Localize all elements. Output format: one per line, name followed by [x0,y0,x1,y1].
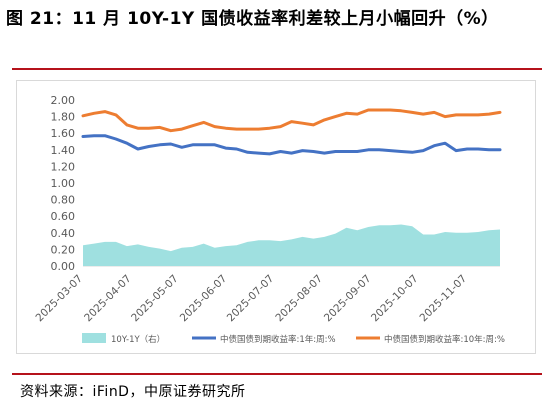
y-tick-label: 1.80 [51,111,76,124]
x-tick-label: 2025-03-07 [33,273,85,325]
yield-1y-line [81,134,502,156]
y-tick-label: 0.80 [51,194,76,207]
y-tick-label: 0.40 [51,227,76,240]
source-rule [12,373,542,375]
y-tick-label: 0.20 [51,243,76,256]
y-tick-label: 1.40 [51,144,76,157]
legend-label-1y: 中债国债到期收益率:1年:周:% [220,334,336,345]
y-tick-label: 1.20 [51,160,76,173]
x-tick-label: 2025-09-07 [322,273,374,325]
x-tick-label: 2025-07-07 [225,273,277,325]
y-tick-label: 1.00 [51,177,76,190]
y-tick-label: 0.00 [51,260,76,273]
yield-10y-line [81,108,502,133]
figure-title: 图 21：11 月 10Y-1Y 国债收益率利差较上月小幅回升（%） [6,9,499,29]
x-tick-label: 2025-06-07 [178,273,230,325]
x-tick-label: 2025-11-07 [418,273,470,325]
x-tick-label: 2025-10-07 [369,273,421,325]
legend-label-10y: 中债国债到期收益率:10年:周:% [384,334,505,345]
chart-frame [16,80,536,354]
title-rule [12,68,542,70]
y-tick-label: 2.00 [51,94,76,107]
yield-chart: 0.00 0.20 0.40 0.60 0.80 1.00 1.20 1.40 1.60 1.80… [33,94,505,345]
y-tick-label: 1.60 [51,127,76,140]
spread-area-series [83,224,500,266]
x-tick-label: 2025-04-07 [82,273,134,325]
x-tick-label: 2025-05-07 [129,273,181,325]
y-tick-label: 0.60 [51,210,76,223]
source-note: 资料来源：iFinD，中原证券研究所 [20,384,246,400]
legend-swatch-spread [82,333,106,343]
x-tick-label: 2025-08-07 [273,273,325,325]
legend-label-spread: 10Y-1Y（右） [111,334,165,345]
